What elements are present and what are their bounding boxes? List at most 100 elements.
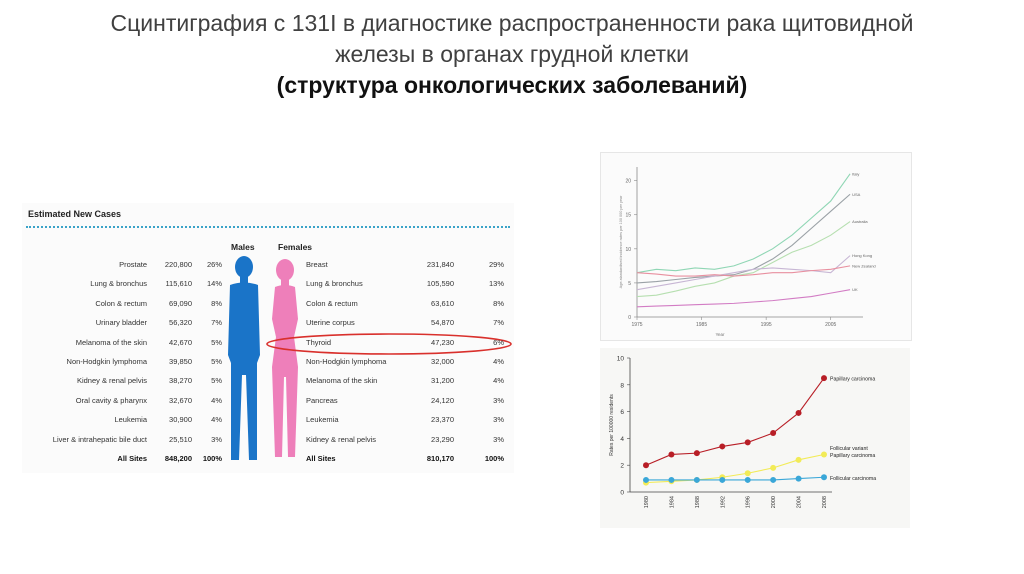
data-point <box>795 409 802 416</box>
data-point <box>821 474 827 481</box>
table-row: Lung & bronchus 115,610 14% Lung & bronchus… <box>22 279 514 297</box>
y-tick-label: 15 <box>625 213 631 219</box>
slide-title: Сцинтиграфия с 131I в диагностике распро… <box>0 8 1024 100</box>
data-point <box>744 439 751 446</box>
series-line <box>636 265 851 277</box>
female-percent-cell: 8% <box>493 298 504 308</box>
female-cases-cell: 47,230 <box>431 337 454 347</box>
male-cases-cell: 39,850 <box>169 357 192 366</box>
series-line <box>636 289 851 308</box>
y-tick-label: 10 <box>617 356 625 363</box>
series-label: Follicular variant Papillary carcinoma <box>830 446 875 459</box>
incidence-trend-chart: 0 5 10 15 20 1975 1985 1995 2005 Year Age-standard… <box>600 152 912 341</box>
male-percent-cell: 14% <box>206 279 222 289</box>
females-column-header: Females <box>278 242 313 252</box>
male-site-cell: Non-Hodgkin lymphoma <box>66 357 147 366</box>
female-site-cell: All Sites <box>306 454 336 463</box>
male-percent-cell: 5% <box>211 376 222 386</box>
series-line <box>636 255 851 291</box>
data-point <box>821 375 827 382</box>
data-point <box>795 456 802 463</box>
x-tick-label: 2004 <box>797 496 803 508</box>
male-site-cell: Colon & rectum <box>95 298 147 308</box>
male-cases-cell: 69,090 <box>169 298 192 308</box>
female-cases-cell: 23,370 <box>431 415 454 425</box>
male-site-cell: Urinary bladder <box>95 318 147 328</box>
male-site-cell: All Sites <box>117 454 147 463</box>
y-tick-label: 8 <box>620 382 624 389</box>
data-point <box>643 462 649 469</box>
table-row: Leukemia 30,900 4% Leukemia 23,370 3% <box>22 415 514 433</box>
series-line <box>636 193 851 284</box>
series-end-label: UK <box>852 287 858 292</box>
male-site-cell: Liver & intrahepatic bile duct <box>52 434 147 444</box>
series-label: Follicular carcinoma <box>830 476 876 482</box>
female-percent-cell: 3% <box>493 415 504 425</box>
table-row: Colon & rectum 69,090 8% Colon & rectum 63,6… <box>22 299 514 317</box>
male-silhouette-icon <box>228 256 260 460</box>
male-percent-cell: 7% <box>211 318 222 328</box>
female-cases-cell: 105,590 <box>426 279 454 289</box>
series-line <box>645 377 825 466</box>
female-percent-cell: 4% <box>493 376 504 386</box>
table-total-row: All Sites 848,200 100% All Sites 810,170 100% <box>22 454 514 472</box>
male-percent-cell: 100% <box>202 454 222 463</box>
male-percent-cell: 4% <box>211 395 222 405</box>
series-label-line: Papillary carcinoma <box>830 453 875 459</box>
y-axis-label: Rates per 100000 residents <box>609 394 615 456</box>
female-cases-cell: 63,610 <box>431 298 454 308</box>
series-end-label: Australia <box>852 219 868 224</box>
female-percent-cell: 13% <box>488 279 504 289</box>
series-end-label: Italy <box>852 171 859 176</box>
data-point <box>770 476 777 483</box>
male-site-cell: Melanoma of the skin <box>75 337 147 347</box>
data-point <box>693 476 700 483</box>
x-tick-label: 2005 <box>825 322 836 328</box>
title-line-1: Сцинтиграфия с 131I в диагностике распро… <box>110 10 914 36</box>
male-percent-cell: 5% <box>211 357 222 366</box>
female-percent-cell: 100% <box>484 454 504 463</box>
male-cases-cell: 220,800 <box>164 260 192 269</box>
male-percent-cell: 3% <box>211 434 222 444</box>
data-point <box>719 476 726 483</box>
male-cases-cell: 32,670 <box>169 395 192 405</box>
cases-heading: Estimated New Cases <box>28 209 122 219</box>
data-point <box>668 451 675 458</box>
heading-divider <box>26 226 510 228</box>
male-site-cell: Oral cavity & pharynx <box>75 395 147 405</box>
table-row: Prostate 220,800 26% Breast 231,840 29% <box>22 260 514 278</box>
x-tick-label: 1984 <box>669 496 675 508</box>
male-percent-cell: 5% <box>211 337 222 347</box>
table-row: Melanoma of the skin 42,670 5% Thyroid 47,23… <box>22 338 514 356</box>
y-axis-label: Age-standardised incidence rates per 100… <box>619 195 623 288</box>
y-tick-label: 10 <box>625 247 631 253</box>
female-cases-cell: 23,290 <box>431 434 454 444</box>
x-tick-label: 1995 <box>761 322 772 328</box>
data-point <box>770 464 777 471</box>
thyroid-highlight-ellipse <box>266 333 512 355</box>
data-point <box>693 450 700 457</box>
male-cases-cell: 115,610 <box>165 279 192 289</box>
data-point <box>719 443 726 450</box>
carcinoma-rates-chart: 0 2 4 6 8 10 1980 1984 1988 1992 1996 2000 2004 2008 R… <box>600 348 910 528</box>
data-point <box>770 430 777 437</box>
series-end-label: Hong Kong <box>852 253 872 258</box>
estimated-new-cases-panel: Estimated New Cases Males Females Prosta… <box>22 203 514 473</box>
female-site-cell: Thyroid <box>306 337 332 347</box>
female-cases-cell: 32,000 <box>431 357 454 366</box>
males-column-header: Males <box>231 242 255 252</box>
y-tick-label: 6 <box>620 409 624 416</box>
female-percent-cell: 3% <box>493 395 504 405</box>
female-site-cell: Colon & rectum <box>306 298 358 308</box>
series-line <box>636 221 851 298</box>
x-tick-label: 1985 <box>696 322 707 328</box>
y-tick-label: 2 <box>620 463 624 470</box>
male-cases-cell: 848,200 <box>164 454 192 463</box>
series-line <box>645 453 825 484</box>
title-subtitle: (структура онкологических заболеваний) <box>276 72 748 98</box>
male-cases-cell: 56,320 <box>169 318 192 328</box>
female-silhouette-icon <box>272 259 298 457</box>
series-label: Papillary carcinoma <box>830 377 875 383</box>
data-point <box>821 451 827 458</box>
y-tick-label: 0 <box>628 315 631 321</box>
